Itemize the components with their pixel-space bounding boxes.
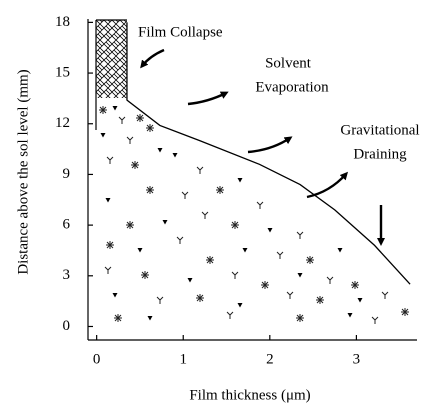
- film-profile: [126, 22, 411, 285]
- particle: [146, 124, 154, 132]
- particle: [104, 266, 112, 274]
- particle: [176, 236, 184, 244]
- particle: [381, 291, 389, 299]
- x-axis-title: Film thickness (μm): [189, 387, 310, 403]
- particle: [99, 106, 107, 114]
- particle: [326, 276, 334, 284]
- particle: [256, 201, 264, 209]
- particle: [206, 256, 214, 264]
- particle: [231, 221, 239, 229]
- particle: [157, 148, 163, 153]
- particle: [237, 178, 243, 183]
- y-tick-label: 12: [55, 115, 70, 131]
- x-tick-label: 3: [353, 351, 361, 367]
- particle: [297, 273, 303, 278]
- particle: [112, 106, 118, 111]
- arrow: [140, 48, 165, 69]
- particle: [126, 221, 134, 229]
- particle: [131, 161, 139, 169]
- particle: [181, 191, 189, 199]
- particle: [146, 186, 154, 194]
- particle: [226, 311, 234, 319]
- particle: [196, 294, 204, 302]
- particle: [162, 220, 168, 225]
- y-tick-label: 3: [63, 267, 71, 283]
- particle: [351, 281, 359, 289]
- arrow: [187, 91, 229, 106]
- annotation: Evaporation: [255, 79, 329, 95]
- arrow: [247, 136, 293, 154]
- particle: [242, 248, 248, 253]
- particle: [286, 291, 294, 299]
- particle: [296, 231, 304, 239]
- particle: [401, 308, 409, 316]
- particle: [137, 248, 143, 253]
- particle: [196, 166, 204, 174]
- particle: [201, 211, 209, 219]
- particle: [237, 303, 243, 308]
- particle: [357, 298, 363, 303]
- particle: [296, 314, 304, 322]
- particle: [126, 136, 134, 144]
- y-tick-label: 0: [63, 318, 71, 334]
- particle: [100, 133, 106, 138]
- collapsed-foam: [96, 20, 127, 98]
- particle: [118, 116, 126, 124]
- particles: [99, 106, 409, 324]
- particle: [147, 316, 153, 321]
- particle: [105, 198, 111, 203]
- particle: [187, 278, 193, 283]
- y-tick-label: 9: [63, 166, 71, 182]
- particle: [347, 313, 353, 318]
- annotation: Solvent: [265, 55, 312, 71]
- x-tick-label: 0: [93, 351, 101, 367]
- particle: [371, 316, 379, 324]
- particle: [106, 241, 114, 249]
- particle: [261, 281, 269, 289]
- x-tick-label: 1: [179, 351, 187, 367]
- particle: [276, 251, 284, 259]
- y-tick-label: 15: [55, 65, 70, 81]
- particle: [106, 156, 114, 164]
- arrow: [306, 171, 348, 199]
- particle: [136, 114, 144, 122]
- particle: [231, 271, 239, 279]
- annotation: Gravitational: [340, 122, 419, 138]
- particle: [114, 314, 122, 322]
- particle: [267, 228, 273, 233]
- y-tick-label: 18: [55, 14, 70, 30]
- x-tick-label: 2: [266, 351, 274, 367]
- particle: [172, 153, 178, 158]
- y-tick-label: 6: [63, 217, 71, 233]
- particle: [156, 296, 164, 304]
- annotation: Film Collapse: [138, 24, 223, 40]
- particle: [337, 248, 343, 253]
- particle: [141, 271, 149, 279]
- particle: [216, 186, 224, 194]
- annotation: Draining: [353, 146, 407, 162]
- particle: [112, 293, 118, 298]
- particle: [306, 256, 314, 264]
- y-axis-title: Distance above the sol level (mm): [15, 69, 31, 274]
- particle: [316, 296, 324, 304]
